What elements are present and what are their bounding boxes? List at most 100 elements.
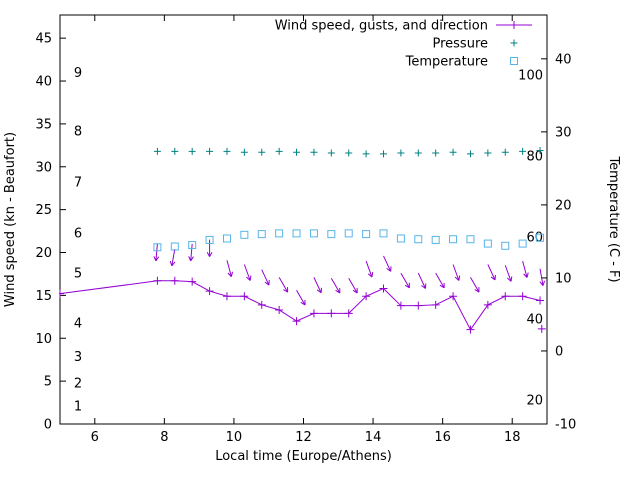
- gust-arrow-shaft: [452, 264, 460, 281]
- x-tick-label: 6: [91, 430, 99, 445]
- gust-arrow-head: [454, 276, 460, 281]
- fahrenheit-scale-label: 40: [526, 312, 543, 327]
- gust-arrow-head: [439, 284, 445, 289]
- pressure-point: [188, 147, 196, 155]
- gust-arrow-head: [169, 260, 173, 266]
- pressure-point: [240, 148, 248, 156]
- legend-label: Wind speed, gusts, and direction: [275, 19, 488, 34]
- wind-point: [362, 292, 371, 301]
- pressure-point: [327, 149, 335, 157]
- gust-arrow-head: [188, 256, 192, 262]
- x-tick-label: 14: [365, 430, 382, 445]
- pressure-point: [293, 148, 301, 156]
- square-marker: [396, 234, 405, 243]
- gust-arrow-shaft: [190, 243, 193, 261]
- gust-arrow-head: [171, 261, 176, 267]
- gust-arrow-head: [316, 289, 322, 294]
- y-left-tick-label: 10: [35, 332, 52, 347]
- gust-arrow-head: [404, 284, 410, 289]
- square-marker: [466, 235, 475, 244]
- wind-point: [153, 276, 162, 285]
- wind-point: [483, 300, 492, 309]
- gust-arrow-head: [523, 273, 528, 278]
- pressure-point: [432, 149, 440, 157]
- wind-point: [292, 317, 301, 326]
- fahrenheit-scale-label: 80: [526, 149, 543, 164]
- gust-arrow-head: [264, 281, 270, 286]
- gust-arrow-head: [283, 289, 288, 293]
- wind-point: [257, 300, 266, 309]
- gust-arrow-shaft: [504, 265, 512, 282]
- gust-arrow-head: [542, 280, 546, 286]
- wind-point: [205, 287, 214, 296]
- gust-arrow-head: [155, 256, 160, 262]
- y-left-tick-label: 25: [35, 203, 52, 218]
- pressure-point: [223, 147, 231, 155]
- wind-point: [449, 292, 458, 301]
- gust-arrow-head: [246, 276, 251, 281]
- gust-arrow-shaft: [470, 277, 480, 293]
- gust-arrow-head: [421, 285, 426, 289]
- y-right-tick-label: 20: [555, 198, 572, 213]
- gust-arrow-shaft: [226, 260, 232, 277]
- wind-point: [379, 284, 388, 293]
- y-left-tick-label: 20: [35, 246, 52, 261]
- axes: 6 8 10 12 14 16 18051015202530354045-100102030…: [3, 14, 621, 464]
- legend-label: Pressure: [432, 37, 488, 52]
- beaufort-scale-label: 4: [74, 316, 82, 331]
- gust-arrow-shaft: [417, 272, 426, 289]
- beaufort-scale-label: 7: [74, 176, 82, 191]
- gust-arrow-head: [190, 256, 194, 262]
- gust-arrow-shaft: [522, 260, 528, 278]
- gust-arrow-head: [209, 252, 213, 257]
- gust-arrow-shaft: [296, 289, 306, 306]
- wind-gust-arrows: [153, 239, 546, 306]
- pressure-point: [380, 150, 388, 158]
- x-tick-label: 8: [160, 430, 168, 445]
- wind-point: [309, 309, 318, 318]
- pressure-point: [362, 150, 370, 158]
- wind-speed-line: [59, 280, 541, 331]
- wind-point: [537, 324, 546, 333]
- beaufort-scale-label: 5: [74, 267, 82, 282]
- gust-arrow-shaft: [155, 243, 158, 261]
- pressure-point: [310, 148, 318, 156]
- pressure-point: [345, 149, 353, 157]
- gust-arrow-head: [300, 301, 306, 306]
- pressure-point: [484, 149, 492, 157]
- wind-point: [222, 292, 231, 301]
- fahrenheit-scale-label: 100: [518, 68, 543, 83]
- beaufort-scale-label: 1: [74, 399, 82, 414]
- square-marker: [431, 235, 440, 244]
- gust-arrow-head: [474, 289, 480, 293]
- square-marker: [362, 230, 371, 239]
- pressure-point: [258, 148, 266, 156]
- square-marker: [153, 243, 162, 252]
- square-marker: [292, 229, 301, 238]
- beaufort-scale-label: 6: [74, 226, 82, 241]
- gust-arrow-shaft: [348, 277, 358, 294]
- wind-point: [188, 277, 197, 286]
- wind-point: [170, 276, 179, 285]
- y-left-axis-title: Wind speed (kn - Beaufort): [3, 132, 18, 307]
- gust-arrow-shaft: [487, 264, 496, 281]
- gust-arrow-shaft: [365, 260, 373, 278]
- square-marker: [188, 241, 197, 250]
- square-marker: [483, 239, 492, 248]
- gust-arrow-head: [227, 272, 232, 277]
- y-right-axis-title: Temperature (C - F): [606, 155, 621, 282]
- pressure-point: [206, 147, 214, 155]
- wind-speed-series: [59, 276, 546, 334]
- temperature-series: [153, 229, 545, 252]
- square-marker: [240, 230, 249, 239]
- square-marker: [309, 229, 318, 238]
- wind-point: [344, 309, 353, 318]
- square-marker: [510, 57, 518, 65]
- gust-arrow-head: [526, 272, 529, 278]
- y-left-tick-label: 15: [35, 289, 52, 304]
- gust-arrow-shaft: [313, 277, 322, 293]
- gust-arrow-head: [371, 272, 374, 278]
- x-tick-label: 16: [434, 430, 451, 445]
